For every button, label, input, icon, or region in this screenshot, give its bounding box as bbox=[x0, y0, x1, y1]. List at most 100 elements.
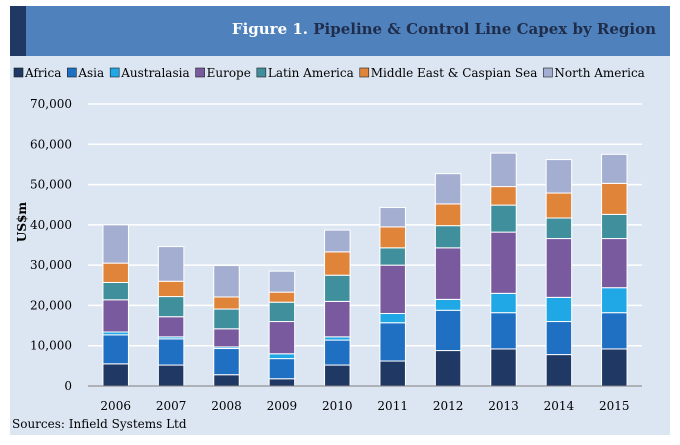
bar-segment bbox=[434, 350, 462, 387]
bar-segment bbox=[434, 298, 462, 311]
y-tick-label: 60,000 bbox=[30, 137, 72, 151]
bar-segment bbox=[379, 264, 406, 314]
bar-segment bbox=[434, 225, 462, 249]
bar-segment bbox=[379, 226, 406, 249]
bar-segment bbox=[268, 301, 296, 323]
bar-segment bbox=[545, 238, 573, 298]
bar-segment bbox=[157, 338, 185, 366]
bar-segment bbox=[379, 207, 406, 228]
bar-segment bbox=[601, 287, 628, 314]
bar-segment bbox=[268, 321, 296, 355]
legend-item: Middle East & Caspian Sea bbox=[371, 66, 538, 80]
bar-segment bbox=[102, 281, 129, 301]
legend-swatch bbox=[543, 67, 553, 78]
bar-segment bbox=[601, 153, 628, 184]
x-tick-label: 2011 bbox=[377, 399, 408, 413]
legend-item: Europe bbox=[207, 66, 251, 80]
bar-segment bbox=[379, 360, 406, 387]
bar-segment bbox=[324, 229, 351, 253]
bar-segment bbox=[268, 358, 296, 380]
bar-segment bbox=[490, 292, 517, 314]
legend-swatch bbox=[109, 67, 120, 78]
bar-segment bbox=[213, 328, 240, 348]
bar-segment bbox=[601, 238, 628, 289]
legend-item: Africa bbox=[24, 66, 61, 80]
bar-segment bbox=[157, 364, 185, 387]
bar-segment bbox=[379, 312, 406, 324]
figure-title: Figure 1. Pipeline & Control Line Capex … bbox=[232, 20, 656, 38]
bar-segment bbox=[102, 334, 129, 365]
legend-item: Asia bbox=[77, 66, 104, 80]
bar-segment bbox=[102, 224, 129, 264]
bar-segment bbox=[545, 354, 573, 387]
y-tick-label: 10,000 bbox=[30, 339, 72, 353]
x-tick-label: 2008 bbox=[211, 399, 242, 413]
chart-bars bbox=[102, 152, 628, 387]
bar-segment bbox=[434, 203, 462, 227]
chart-legend: Africa Asia Australasia Europe Latin America… bbox=[13, 66, 645, 80]
bar-segment bbox=[379, 247, 406, 266]
bar-segment bbox=[324, 251, 351, 276]
bar-segment bbox=[601, 182, 628, 215]
bar-segment bbox=[324, 274, 351, 302]
bar-segment bbox=[601, 312, 628, 350]
legend-swatch bbox=[359, 67, 370, 78]
bar-segment bbox=[545, 217, 573, 240]
y-axis-title: US$m bbox=[15, 202, 29, 242]
y-tick-label: 20,000 bbox=[30, 298, 72, 312]
bar-segment bbox=[601, 348, 628, 387]
y-tick-label: 40,000 bbox=[30, 218, 72, 232]
bar-segment bbox=[157, 280, 185, 298]
bar-segment bbox=[490, 186, 517, 206]
bar-segment bbox=[490, 348, 517, 387]
bar-segment bbox=[490, 231, 517, 294]
bar-segment bbox=[434, 247, 462, 300]
bar-segment bbox=[545, 159, 573, 194]
bar-segment bbox=[434, 173, 462, 205]
legend-swatch bbox=[195, 67, 205, 78]
legend-item: Australasia bbox=[120, 66, 189, 80]
x-tick-label: 2009 bbox=[267, 399, 298, 413]
legend-swatch bbox=[67, 67, 77, 78]
legend-item: Latin America bbox=[268, 66, 354, 80]
bar-segment bbox=[434, 309, 462, 352]
bar-segment bbox=[213, 348, 240, 376]
bar-segment bbox=[102, 262, 129, 283]
bar-segment bbox=[102, 299, 129, 333]
bar-segment bbox=[157, 246, 185, 282]
bar-segment bbox=[324, 339, 351, 366]
figure-header bbox=[10, 6, 670, 56]
bar-segment bbox=[601, 213, 628, 240]
x-tick-label: 2010 bbox=[322, 399, 353, 413]
header-accent-bar bbox=[10, 6, 26, 56]
chart-axes: 0 10,000 20,000 30,000 40,000 50,000 60,000 70,… bbox=[30, 97, 642, 413]
legend-swatch bbox=[13, 67, 24, 78]
bar-segment bbox=[545, 192, 573, 219]
x-tick-label: 2012 bbox=[433, 399, 464, 413]
x-tick-label: 2015 bbox=[599, 399, 630, 413]
bar-segment bbox=[213, 374, 240, 387]
bar-segment bbox=[324, 300, 351, 338]
source-note: Sources: Infield Systems Ltd bbox=[12, 417, 187, 431]
y-tick-label: 0 bbox=[64, 379, 72, 393]
bar-segment bbox=[268, 353, 296, 360]
x-tick-label: 2006 bbox=[100, 399, 131, 413]
x-tick-label: 2014 bbox=[544, 399, 575, 413]
bar-segment bbox=[490, 152, 517, 188]
bar-segment bbox=[157, 316, 185, 338]
legend-item: North America bbox=[554, 66, 644, 80]
bar-segment bbox=[213, 296, 240, 310]
bar-segment bbox=[102, 363, 129, 387]
x-tick-label: 2007 bbox=[156, 399, 187, 413]
y-tick-label: 70,000 bbox=[30, 97, 72, 111]
legend-swatch bbox=[256, 67, 267, 78]
bar-segment bbox=[268, 378, 296, 387]
bar-segment bbox=[545, 296, 573, 323]
bar-segment bbox=[490, 204, 517, 233]
y-tick-label: 50,000 bbox=[30, 178, 72, 192]
bar-segment bbox=[490, 312, 517, 350]
figure-label: Figure 1. bbox=[231, 20, 308, 38]
bar-segment bbox=[268, 291, 296, 303]
